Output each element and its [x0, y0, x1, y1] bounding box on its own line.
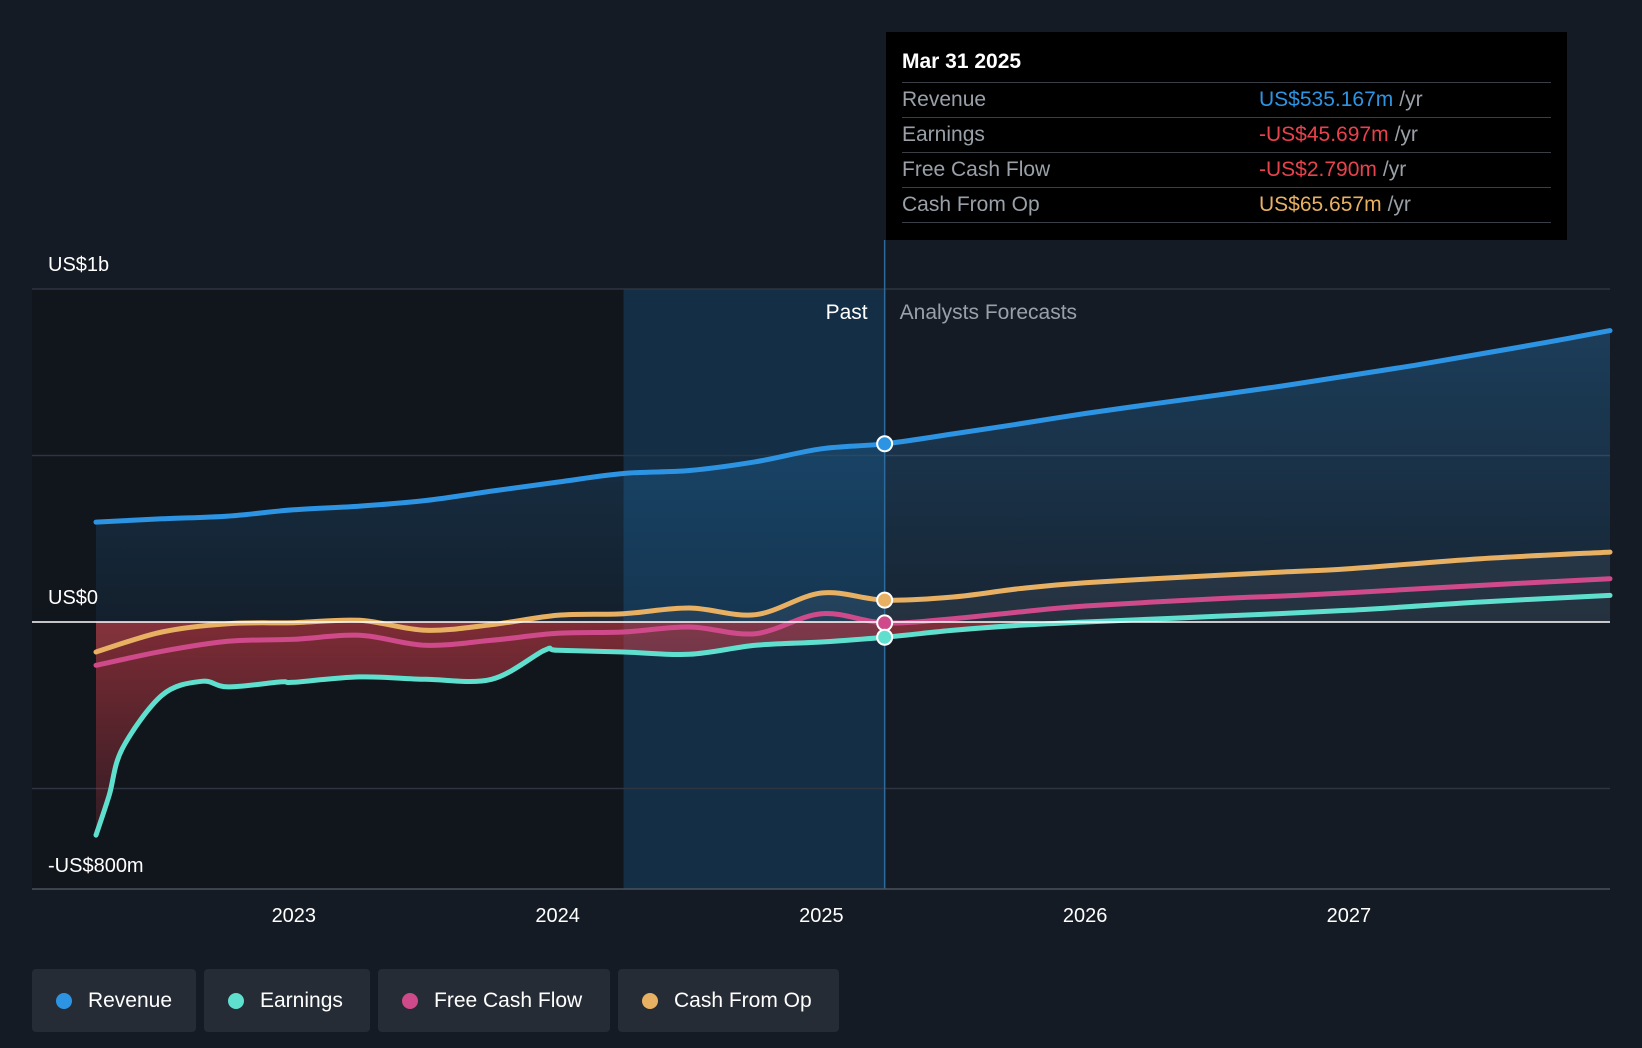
legend-label: Revenue	[87, 988, 172, 1012]
series-lines	[93, 328, 1613, 838]
tooltip-unit: /yr	[1382, 158, 1407, 181]
revenue-area	[96, 330, 1610, 622]
past-label: Past	[826, 301, 868, 324]
cash-from-op-dot-icon	[642, 992, 658, 1009]
cash-from-op-line	[93, 549, 1613, 655]
legend-label: Earnings	[260, 988, 343, 1012]
y-label-zero: US$0	[48, 587, 98, 609]
x-tick-labels: 2023 2024 2025 2026 2027	[272, 905, 1372, 927]
tooltip-unit: /yr	[1399, 88, 1423, 111]
tooltip-value: -US$2.790m	[1259, 158, 1377, 181]
x-tick-label: 2026	[1063, 905, 1108, 927]
legend-item-earnings[interactable]: Earnings	[204, 969, 370, 1032]
series-markers	[876, 435, 894, 646]
earnings-dot-icon	[228, 992, 244, 1009]
tooltip-row-revenue: Revenue US$535.167m /yr	[902, 82, 1551, 117]
earnings-negative-area	[96, 622, 1610, 836]
tooltip-value: US$535.167m	[1259, 88, 1394, 111]
tooltip-name: Earnings	[902, 123, 985, 146]
earnings-line	[93, 592, 1613, 838]
data-tooltip: Mar 31 2025 Revenue US$535.167m /yr Earn…	[886, 32, 1567, 240]
free-cash-flow-line	[93, 576, 1613, 668]
revenue-dot-icon	[56, 992, 72, 1009]
x-tick-label: 2024	[535, 905, 580, 927]
legend-label: Cash From Op	[674, 988, 812, 1012]
tooltip-name: Cash From Op	[902, 193, 1040, 216]
tooltip-unit: /yr	[1394, 123, 1418, 146]
legend-item-cash-from-op[interactable]: Cash From Op	[618, 969, 839, 1032]
y-label-top: US$1b	[48, 254, 109, 276]
legend-label: Free Cash Flow	[434, 988, 583, 1012]
tooltip-name: Revenue	[902, 88, 987, 111]
x-tick-label: 2023	[272, 905, 317, 927]
legend-item-revenue[interactable]: Revenue	[32, 969, 196, 1032]
tooltip-unit: /yr	[1387, 193, 1411, 216]
tooltip-name: Free Cash Flow	[902, 158, 1051, 181]
tooltip-row-earnings: Earnings -US$45.697m /yr	[902, 117, 1551, 152]
tooltip-value: -US$45.697m	[1259, 123, 1389, 146]
revenue-line	[93, 328, 1613, 525]
revenue-marker	[876, 435, 894, 453]
tooltip-row-free-cash-flow: Free Cash Flow -US$2.790m /yr	[902, 152, 1551, 187]
x-tick-label: 2025	[799, 905, 844, 927]
tooltip-value: US$65.657m	[1259, 193, 1382, 216]
chart-legend: Revenue Earnings Free Cash Flow Cash Fro…	[32, 969, 839, 1032]
legend-item-free-cash-flow[interactable]: Free Cash Flow	[378, 969, 610, 1032]
free-cash-flow-marker	[876, 614, 894, 632]
free-cash-flow-dot-icon	[402, 992, 418, 1009]
tooltip-row-cash-from-op: Cash From Op US$65.657m /yr	[902, 187, 1551, 223]
cash-from-op-marker	[876, 591, 894, 609]
y-label-bottom: -US$800m	[48, 855, 144, 877]
tooltip-date: Mar 31 2025	[902, 50, 1022, 73]
x-tick-label: 2027	[1327, 905, 1372, 927]
forecast-label: Analysts Forecasts	[900, 301, 1077, 324]
earnings-marker	[876, 628, 894, 646]
